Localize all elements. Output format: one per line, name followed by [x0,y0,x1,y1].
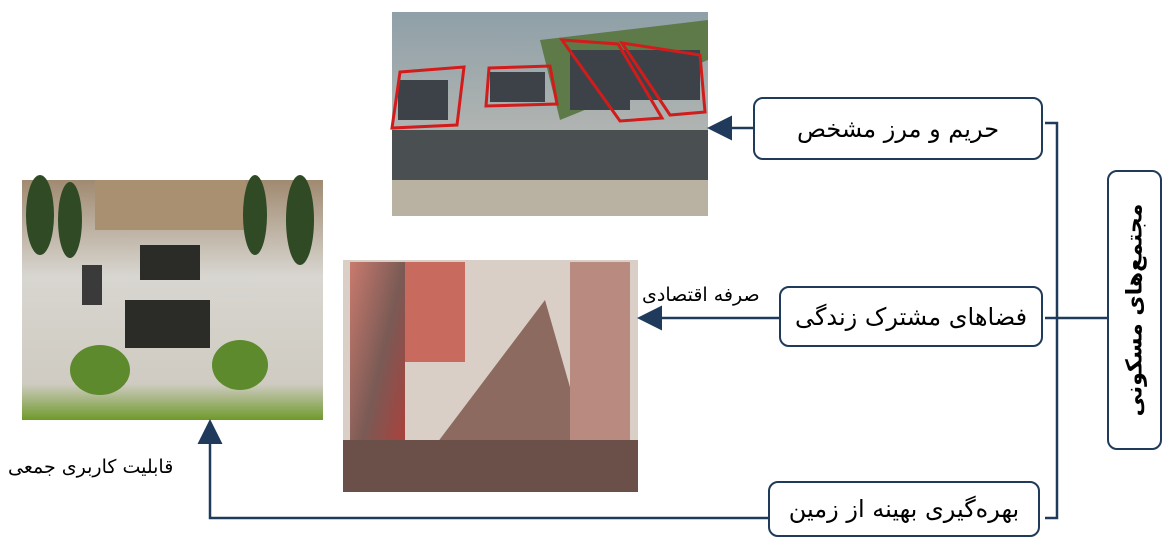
node-box: فضاهای مشترک زندگی [779,286,1043,347]
diagram: مجتمع‌های مسکونی حریم و مرز مشخص فضاهای … [0,0,1166,540]
photo-aerial [392,12,708,216]
node-box: حریم و مرز مشخص [753,97,1043,160]
node-label: حریم و مرز مشخص [797,115,999,143]
node-label: فضاهای مشترک زندگی [795,303,1027,331]
edge-label: صرفه اقتصادی [642,284,760,306]
node-box: بهره‌گیری بهینه از زمین [768,481,1040,537]
root-box: مجتمع‌های مسکونی [1107,170,1162,450]
node-label: بهره‌گیری بهینه از زمین [789,495,1019,523]
photo-courtyard [22,175,323,420]
canvas [0,0,1166,540]
photo-towers [343,260,638,492]
edge-label: قابلیت کاربری جمعی [8,456,173,478]
bracket [1045,123,1057,518]
root-label: مجتمع‌های مسکونی [1122,204,1147,417]
